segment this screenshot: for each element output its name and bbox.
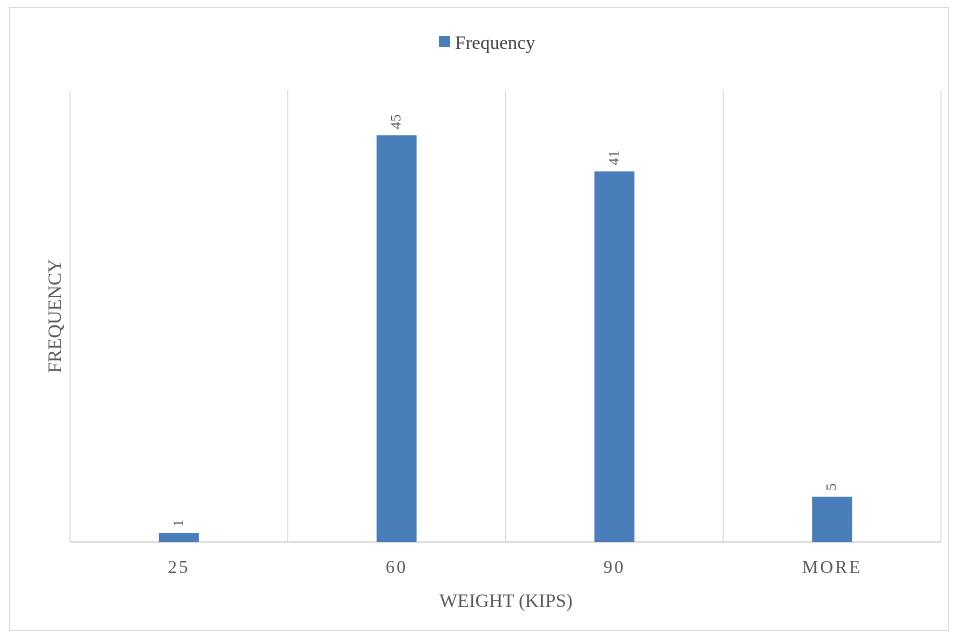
x-tick-labels: 25 60 90 MORE xyxy=(168,557,862,577)
x-axis-title: WEIGHT (KIPS) xyxy=(439,591,572,612)
data-label-25: 1 xyxy=(171,519,187,527)
x-tick-label-25: 25 xyxy=(168,557,190,577)
legend-swatch xyxy=(439,36,450,47)
legend: Frequency xyxy=(439,33,536,54)
bar-90 xyxy=(594,171,635,543)
data-label-90: 41 xyxy=(606,150,622,165)
chart-frame xyxy=(9,7,949,631)
y-axis-title: FREQUENCY xyxy=(45,259,66,373)
bar-60 xyxy=(376,135,417,542)
data-label-more: 5 xyxy=(824,483,840,491)
x-tick-label-90: 90 xyxy=(603,557,625,577)
x-tick-label-60: 60 xyxy=(386,557,408,577)
data-labels: 1 45 41 5 xyxy=(171,114,840,527)
data-label-60: 45 xyxy=(389,114,405,129)
gridlines xyxy=(69,90,942,543)
bar-more xyxy=(812,496,853,542)
legend-label: Frequency xyxy=(455,33,536,54)
x-tick-label-more: MORE xyxy=(802,557,862,577)
bars xyxy=(158,135,853,543)
bar-25 xyxy=(158,532,199,542)
